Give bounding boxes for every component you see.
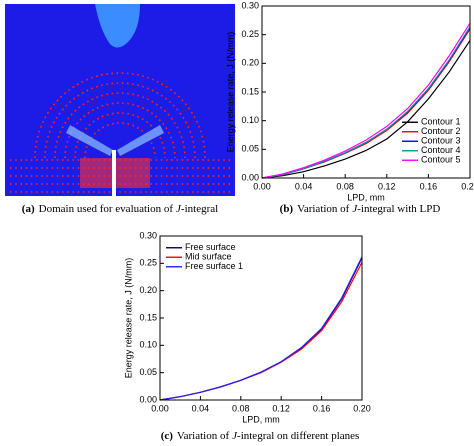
caption-text: -integral [181,203,218,215]
x-tick-label: 0.00 [151,403,169,413]
x-tick-label: 0.00 [253,181,271,191]
x-tick-label: 0.08 [232,403,250,413]
caption-text: Domain used for evaluation of [39,203,174,215]
crack [112,150,116,196]
y-axis-label: Energy release rate, J (N/mm) [123,258,133,379]
x-tick-label: 0.16 [420,181,438,191]
legend-label: Free surface 1 [185,261,243,271]
caption-label: (c) [161,430,174,442]
legend-label: Contour 4 [421,145,461,155]
series-line [261,22,471,179]
x-tick-label: 0.12 [378,181,396,191]
y-tick-label: 0.15 [139,312,157,322]
series-line [159,256,363,401]
y-tick-label: 0.00 [241,172,259,182]
y-tick-label: 0.00 [139,394,157,404]
x-tick-label: 0.20 [461,181,474,191]
caption-text: -integral with LPD [357,203,440,215]
integration-contour [84,122,156,159]
legend-label: Free surface [185,242,236,252]
legend-label: Contour 5 [421,155,461,165]
legend-label: Contour 1 [421,117,461,127]
caption-text: J [352,203,358,215]
plastic-zone [95,4,140,48]
series-line [159,261,363,401]
caption-text: Variation of [177,430,230,442]
caption-text: Variation of [297,203,350,215]
x-tick-label: 0.08 [336,181,354,191]
y-axis-label: Energy release rate, J (N/mm) [225,32,235,153]
caption-text: -integral on different planes [237,430,359,442]
caption: (a) Domain used for evaluation of J-integr… [22,203,218,215]
y-tick-label: 0.25 [139,258,157,268]
legend-label: Contour 3 [421,136,461,146]
series-line [261,26,471,179]
shear-band [66,125,113,156]
legend-label: Mid surface [185,252,232,262]
y-tick-label: 0.20 [139,285,157,295]
caption-text: J [176,203,182,215]
x-tick-label: 0.04 [295,181,313,191]
plot-frame [159,235,363,401]
y-tick-label: 0.20 [241,58,259,68]
caption-text: J [232,430,238,442]
y-tick-label: 0.15 [241,86,259,96]
y-tick-label: 0.10 [139,340,157,350]
x-tick-label: 0.20 [353,403,371,413]
contour-image [5,4,235,196]
y-tick-label: 0.25 [241,29,259,39]
y-tick-label: 0.30 [139,230,157,240]
legend-label: Contour 2 [421,126,461,136]
shear-band [117,125,164,156]
x-tick-label: 0.16 [313,403,331,413]
caption: (b) Variation of J-integral with LPD [280,203,441,215]
y-tick-label: 0.10 [241,115,259,125]
caption-label: (b) [280,203,294,215]
x-tick-label: 0.04 [192,403,210,413]
y-tick-label: 0.05 [139,367,157,377]
x-tick-label: 0.12 [272,403,290,413]
plot-frame [261,5,471,179]
series-line [261,40,471,179]
y-tick-label: 0.30 [241,0,259,10]
x-axis-label: LPD, mm [242,414,280,424]
x-axis-label: LPD, mm [347,192,385,202]
caption-label: (a) [22,203,35,215]
series-line [159,257,363,401]
y-tick-label: 0.05 [241,144,259,154]
caption: (c) Variation of J-integral on different p… [161,430,360,442]
